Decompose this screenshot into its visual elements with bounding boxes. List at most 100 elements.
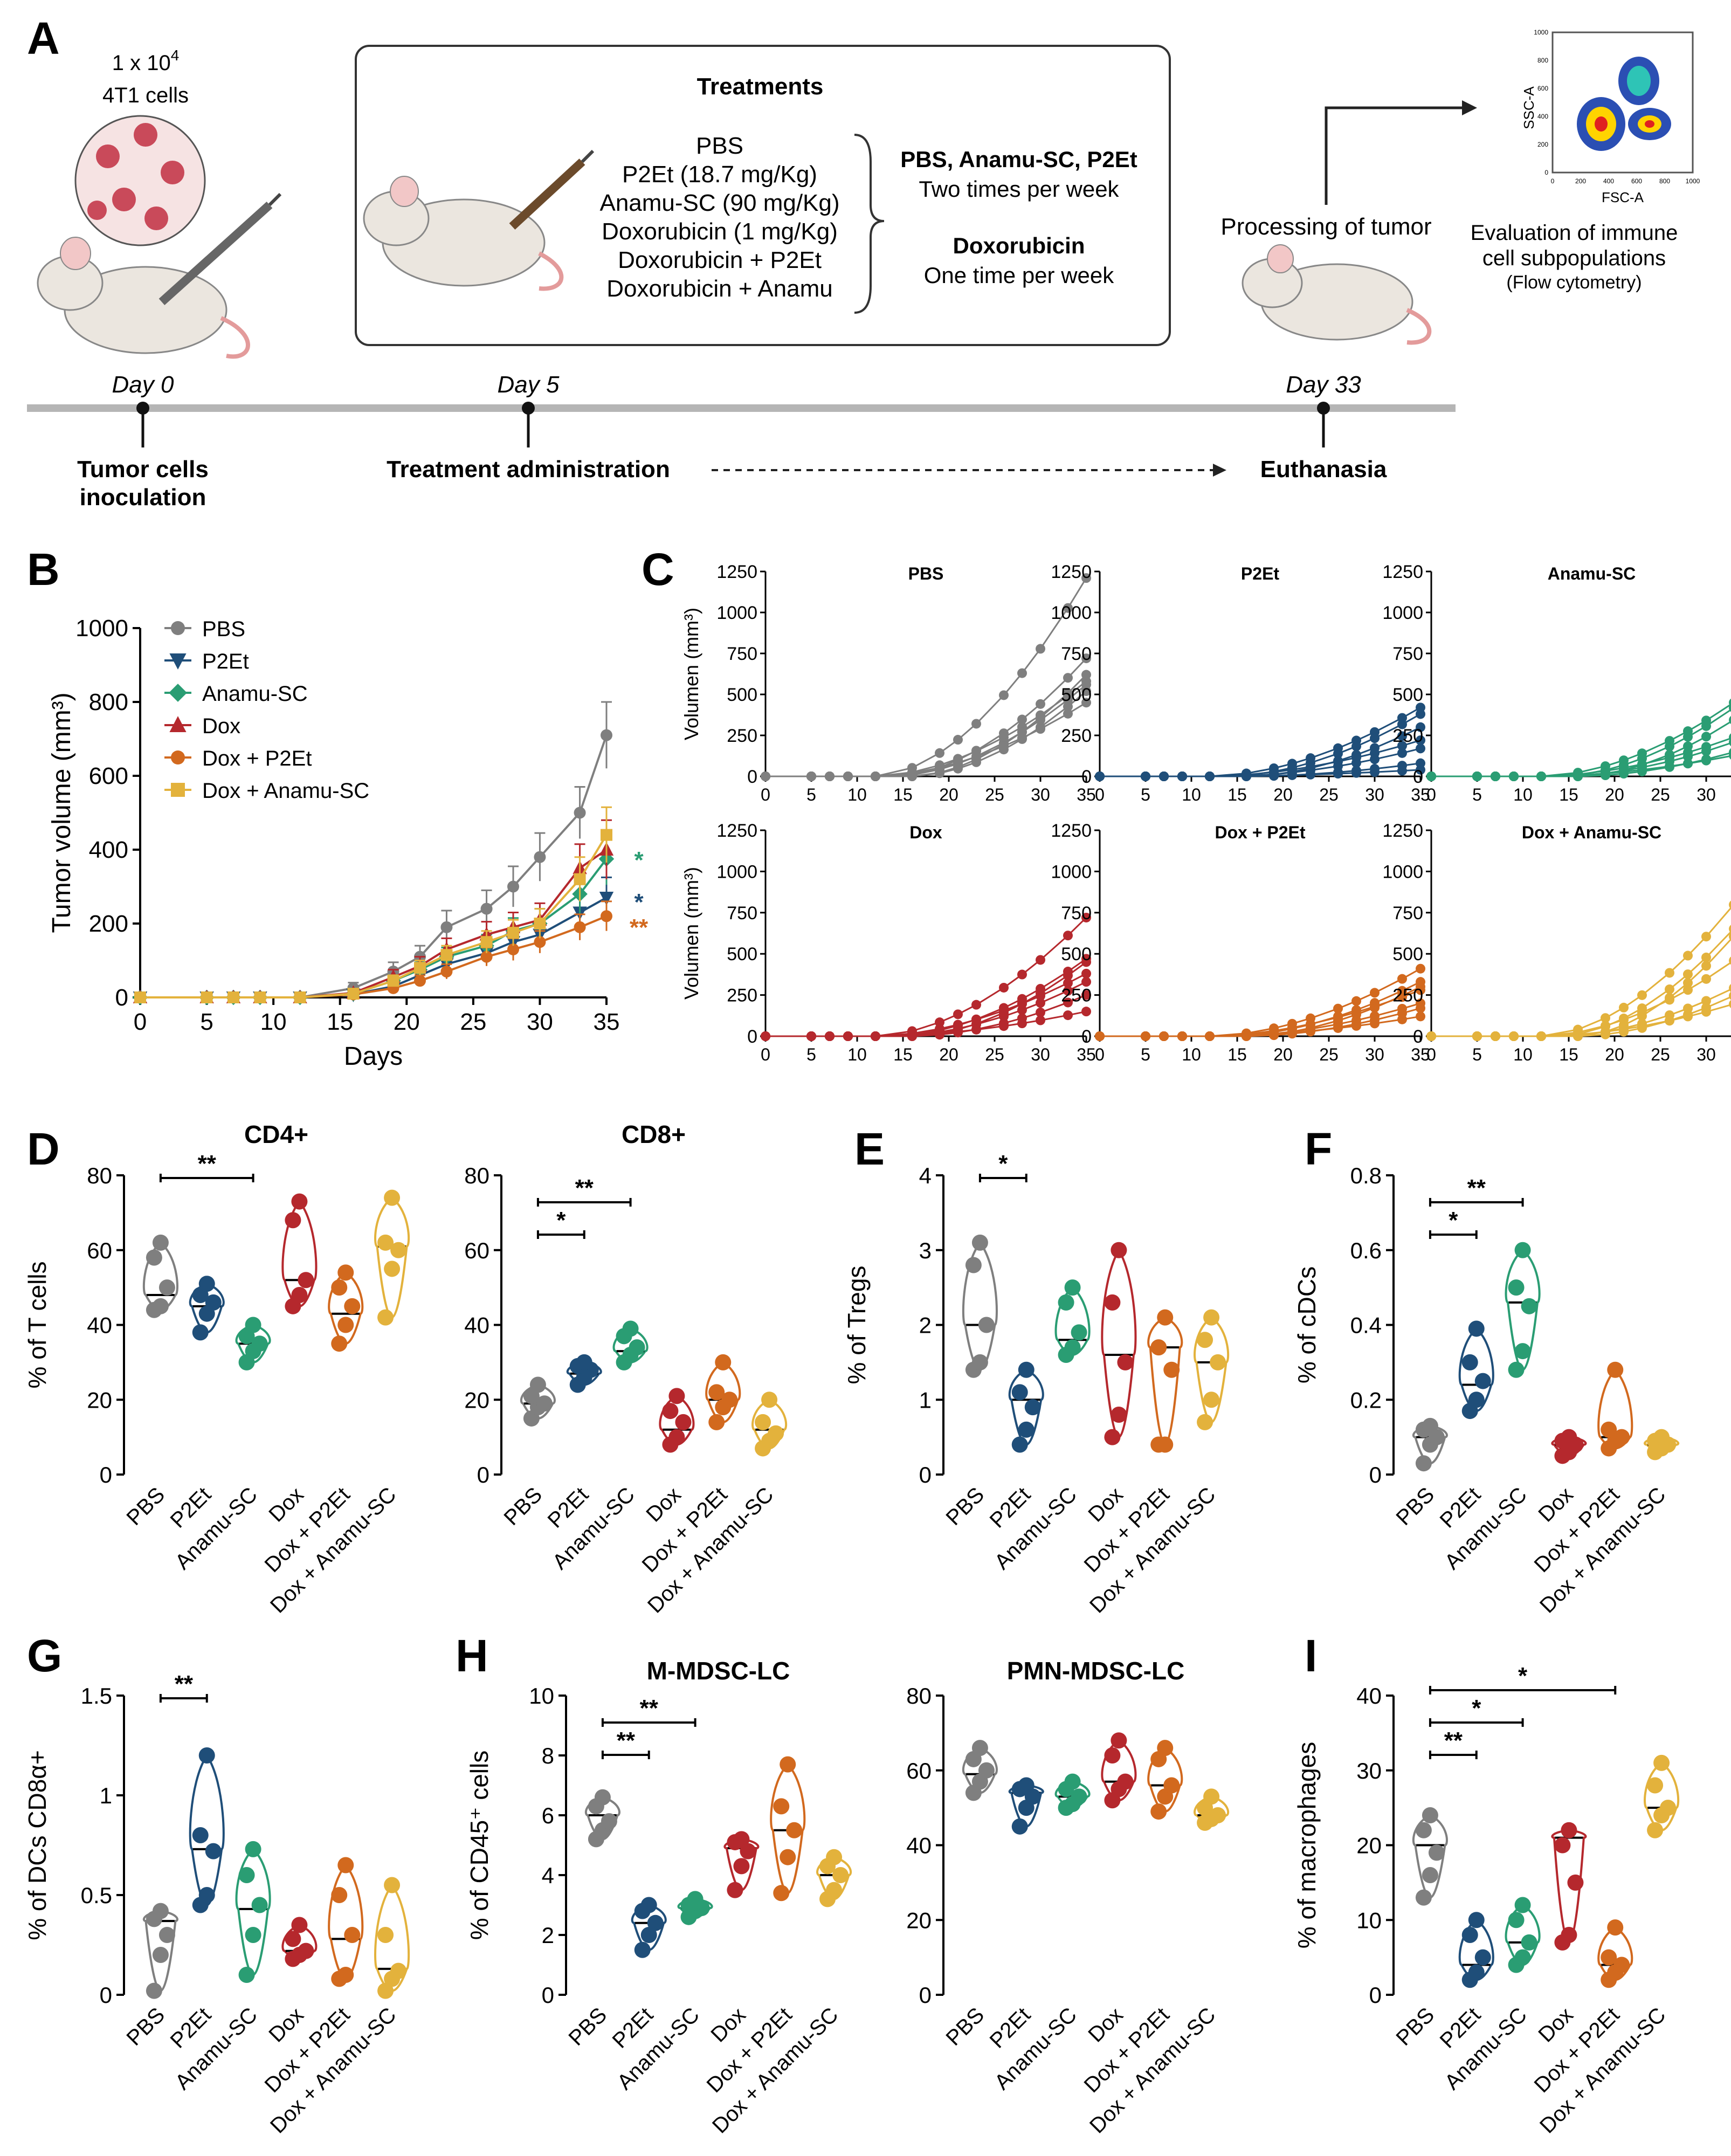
- data-point: [1683, 978, 1693, 988]
- y-tick-label: 800: [89, 689, 128, 715]
- y-axis-label: % of CD45⁺ cells: [465, 1751, 493, 1940]
- y-axis-label: % of cDCs: [1293, 1266, 1321, 1383]
- significance-marker: **: [1444, 1727, 1463, 1754]
- data-point: [1017, 733, 1027, 743]
- data-point: [1683, 1011, 1693, 1022]
- data-point: [1607, 1919, 1624, 1936]
- y-tick-label: 0: [1413, 1027, 1423, 1047]
- y-tick-label: 6: [542, 1803, 554, 1828]
- x-tick-label: 10: [1182, 1045, 1201, 1064]
- x-tick-label: 25: [985, 1045, 1004, 1064]
- x-tick-label: 25: [460, 1009, 486, 1035]
- legend-label: Dox: [202, 714, 240, 738]
- data-point: [1205, 1031, 1215, 1041]
- data-point: [1351, 768, 1361, 778]
- data-point: [1601, 1421, 1617, 1438]
- data-point: [647, 1914, 664, 1931]
- y-tick-label: 60: [464, 1238, 489, 1263]
- significance-bracket: *: [1429, 1207, 1478, 1239]
- data-point: [1210, 1354, 1226, 1370]
- data-point: [1514, 1242, 1531, 1258]
- data-point: [761, 1031, 770, 1041]
- violin-group: [1412, 1417, 1448, 1472]
- y-tick-label: 600: [89, 763, 128, 789]
- x-tick-label: 15: [1227, 785, 1247, 804]
- mouse-icon: [37, 237, 250, 359]
- data-point: [1461, 1927, 1478, 1943]
- data-point: [1333, 769, 1343, 779]
- flow-x-tick: 400: [1603, 177, 1614, 185]
- data-point: [1701, 755, 1711, 766]
- evaluation-line: cell subpopulations: [1482, 246, 1666, 270]
- series-line: [140, 897, 607, 998]
- mouse-growth-curve: [1426, 1000, 1731, 1041]
- x-tick-label: 15: [1559, 785, 1578, 804]
- violin-group: [189, 1747, 225, 1913]
- legend-label: Dox + P2Et: [202, 747, 312, 770]
- data-point: [622, 1320, 639, 1337]
- data-point: [1416, 1011, 1425, 1022]
- y-tick-label: 1250: [716, 821, 757, 841]
- data-point: [1064, 1773, 1081, 1790]
- data-point: [1415, 1889, 1432, 1906]
- chart-title: PMN-MDSC-LC: [1007, 1657, 1185, 1685]
- data-point: [825, 772, 835, 781]
- data-point: [1058, 1294, 1074, 1311]
- data-point: [1474, 1373, 1491, 1389]
- x-tick-label: PBS: [122, 1483, 170, 1530]
- data-point: [1036, 998, 1045, 1008]
- y-tick-label: 250: [727, 986, 757, 1006]
- violin-group: [1147, 1740, 1183, 1820]
- data-point: [377, 1309, 394, 1326]
- data-point: [1011, 1384, 1028, 1401]
- y-tick-label: 0: [1081, 1027, 1092, 1047]
- y-tick-label: 0.6: [1350, 1238, 1382, 1263]
- data-point: [1150, 1803, 1167, 1820]
- data-point: [1509, 772, 1519, 781]
- y-tick-label: 1: [100, 1783, 112, 1808]
- data-point: [1683, 985, 1693, 995]
- x-tick-label: 5: [806, 785, 816, 804]
- data-point: [1018, 1361, 1035, 1378]
- y-tick-label: 750: [1061, 644, 1092, 664]
- y-tick-label: 2: [919, 1313, 932, 1338]
- data-point: [1397, 741, 1407, 751]
- legend-label: P2Et: [202, 650, 249, 673]
- data-point: [1104, 1747, 1121, 1764]
- data-point: [971, 1740, 988, 1757]
- data-point: [1036, 955, 1045, 965]
- data-point: [1508, 1361, 1525, 1378]
- violin-group: [1551, 1822, 1587, 1951]
- x-tick-label: PBS: [1392, 2003, 1439, 2050]
- violin-group: [1505, 1897, 1541, 1973]
- data-point: [1063, 986, 1073, 996]
- y-tick-label: 1000: [1382, 603, 1423, 623]
- x-tick-label: 5: [1472, 1045, 1482, 1064]
- y-tick-label: 1000: [75, 615, 128, 642]
- subplot-title: P2Et: [1241, 564, 1279, 583]
- x-tick-label: 30: [1031, 1045, 1050, 1064]
- data-point: [238, 1867, 255, 1883]
- data-point: [755, 1414, 771, 1430]
- data-point: [1017, 1005, 1027, 1015]
- data-point: [347, 988, 360, 1000]
- data-point: [377, 1234, 394, 1251]
- data-point: [1416, 1003, 1425, 1014]
- y-axis-label: Tumor volume (mm³): [47, 692, 76, 933]
- subplot-title: Dox + Anamu-SC: [1522, 823, 1661, 842]
- data-point: [574, 873, 586, 885]
- violin-group: [143, 1903, 178, 1999]
- flow-x-tick: 1000: [1686, 177, 1700, 185]
- data-point: [773, 1798, 790, 1815]
- subplot-title: Anamu-SC: [1548, 564, 1636, 583]
- data-point: [1683, 752, 1693, 762]
- data-point: [1159, 772, 1169, 781]
- data-point: [1637, 990, 1647, 1000]
- data-point: [1018, 1777, 1035, 1794]
- violin-group: [677, 1891, 713, 1925]
- y-tick-label: 500: [727, 944, 757, 965]
- y-tick-label: 4: [542, 1863, 554, 1888]
